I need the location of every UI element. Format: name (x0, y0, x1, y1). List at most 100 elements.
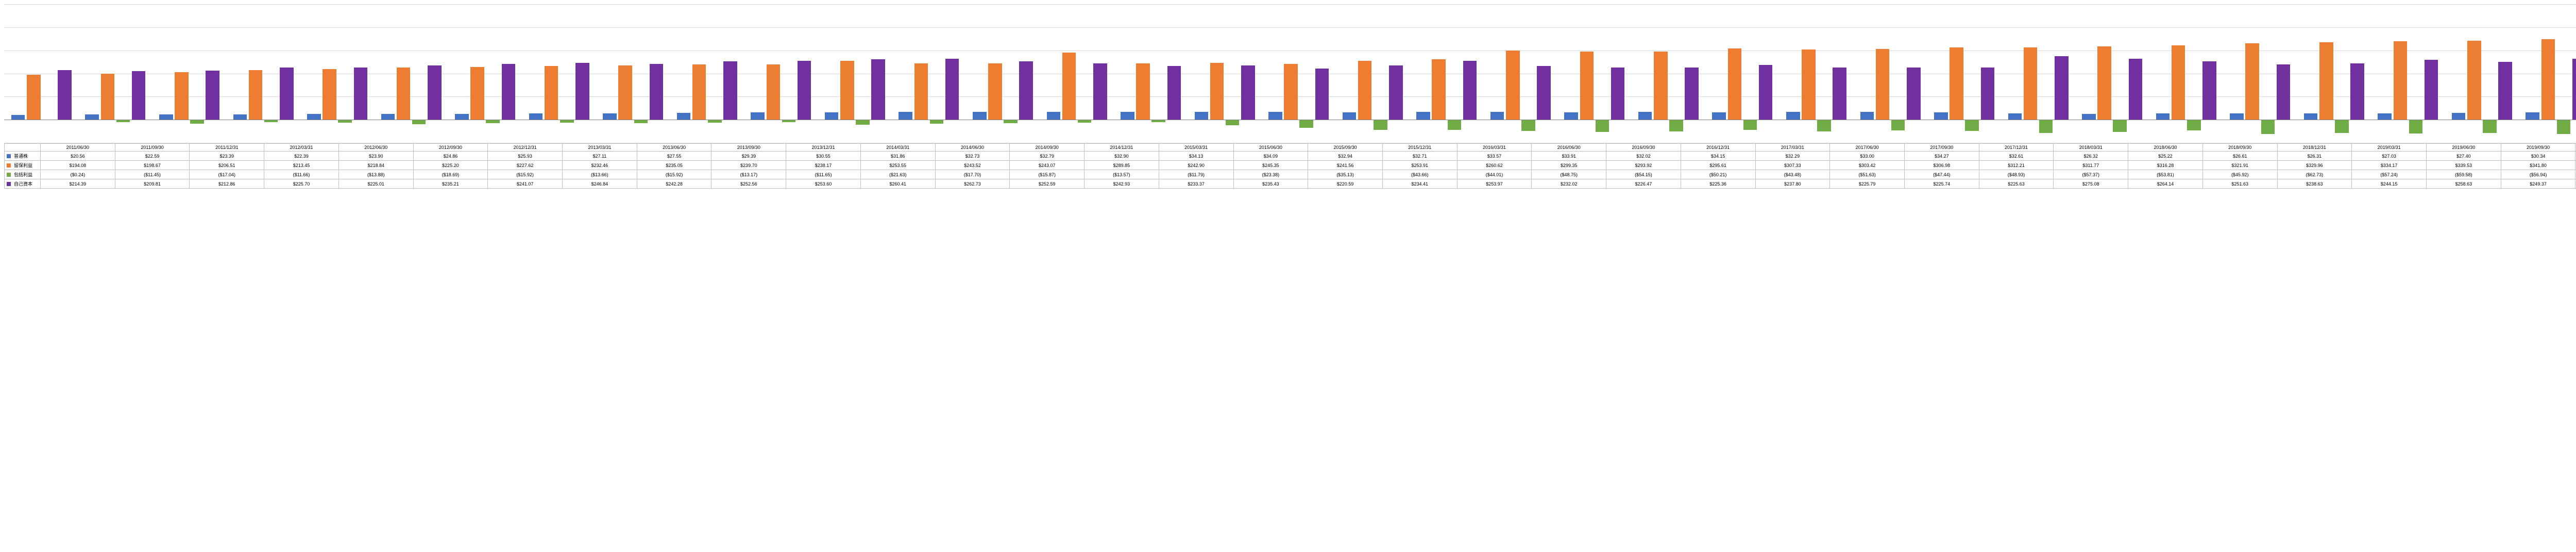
data-cell: $311.77 (2054, 161, 2128, 170)
row-label-cell: 留保利益 (5, 161, 41, 170)
bar-common_stock (307, 114, 321, 120)
data-cell: $306.98 (1904, 161, 1979, 170)
data-cell: $341.80 (2501, 161, 2575, 170)
data-cell: $220.59 (1308, 179, 1383, 189)
bar-comprehensive (1448, 120, 1462, 130)
data-cell: ($11.45) (115, 170, 190, 179)
data-cell: $253.97 (1457, 179, 1532, 189)
bar-comprehensive (2557, 120, 2571, 134)
data-cell: $253.91 (1382, 161, 1457, 170)
period-col (1705, 4, 1780, 143)
bar-retained (397, 68, 411, 120)
table-header-row: 2011/06/302011/09/302011/12/312012/03/31… (5, 144, 2576, 152)
bar-equity (945, 59, 959, 120)
data-cell: $26.32 (2054, 152, 2128, 161)
data-cell: $293.92 (1606, 161, 1681, 170)
bar-equity (2129, 59, 2143, 120)
bar-common_stock (1047, 112, 1061, 120)
data-cell: $34.15 (1681, 152, 1755, 161)
period-header: 2019/09/30 (2501, 144, 2575, 152)
plot-region (4, 4, 2576, 143)
period-header: 2013/06/30 (637, 144, 711, 152)
data-cell: ($21.63) (860, 170, 935, 179)
data-cell: $27.03 (2352, 152, 2427, 161)
data-cell: $258.63 (2427, 179, 2501, 189)
data-cell: $33.57 (1457, 152, 1532, 161)
period-col (1927, 4, 2001, 143)
bar-comprehensive (1669, 120, 1683, 131)
bar-equity (280, 68, 294, 120)
period-col (596, 4, 670, 143)
bar-common_stock (2230, 113, 2244, 120)
bar-retained (1358, 61, 1372, 120)
bar-equity (1315, 69, 1329, 120)
period-header: 2011/09/30 (115, 144, 190, 152)
data-cell: ($62.73) (2277, 170, 2352, 179)
data-cell: $241.07 (488, 179, 563, 189)
data-cell: $252.56 (711, 179, 786, 189)
data-cell: ($44.01) (1457, 170, 1532, 179)
data-cell: $214.39 (41, 179, 115, 189)
data-cell: $25.22 (2128, 152, 2203, 161)
bar-common_stock (455, 114, 469, 120)
data-cell: $22.39 (264, 152, 339, 161)
bar-retained (545, 66, 558, 120)
bar-comprehensive (1226, 120, 1240, 125)
row-label-text: 自己資本 (14, 181, 32, 187)
data-cell: $264.14 (2128, 179, 2203, 189)
bar-equity (1833, 68, 1846, 120)
data-cell: $27.55 (637, 152, 711, 161)
bar-retained (1506, 51, 1520, 120)
bar-common_stock (603, 113, 617, 120)
bar-common_stock (1786, 112, 1800, 120)
bar-equity (1167, 66, 1181, 120)
bar-comprehensive (2483, 120, 2497, 133)
period-header: 2018/06/30 (2128, 144, 2203, 152)
data-cell: $198.67 (115, 161, 190, 170)
bar-comprehensive (1891, 120, 1905, 130)
bar-equity (575, 63, 589, 120)
bar-retained (249, 70, 263, 120)
period-col (965, 4, 1040, 143)
bar-common_stock (11, 115, 25, 120)
period-header: 2016/09/30 (1606, 144, 1681, 152)
data-cell: $34.13 (1159, 152, 1233, 161)
bar-equity (1907, 68, 1921, 120)
bar-retained (27, 75, 41, 120)
data-cell: $227.62 (488, 161, 563, 170)
data-cell: ($17.04) (190, 170, 264, 179)
row-label-text: 包括利益 (14, 172, 32, 177)
data-cell: $235.21 (413, 179, 488, 189)
period-header: 2011/12/31 (190, 144, 264, 152)
data-cell: ($43.48) (1755, 170, 1830, 179)
period-col (4, 4, 78, 143)
data-cell: ($13.88) (338, 170, 413, 179)
bar-equity (58, 70, 72, 120)
data-cell: ($15.92) (488, 170, 563, 179)
table-row: 留保利益$194.08$198.67$206.51$213.45$218.84$… (5, 161, 2576, 170)
period-header: 2011/06/30 (41, 144, 115, 152)
bar-retained (470, 67, 484, 120)
bar-common_stock (381, 114, 395, 120)
data-cell: ($53.81) (2128, 170, 2203, 179)
bar-comprehensive (1743, 120, 1757, 129)
data-cell: $303.42 (1830, 161, 1905, 170)
bar-comprehensive (486, 120, 500, 123)
data-cell: ($23.38) (1233, 170, 1308, 179)
period-header: 2017/09/30 (1904, 144, 1979, 152)
bar-equity (2350, 63, 2364, 120)
bar-comprehensive (2335, 120, 2349, 133)
bar-retained (2541, 39, 2555, 120)
data-cell: $29.39 (711, 152, 786, 161)
period-col (2149, 4, 2223, 143)
period-header: 2016/12/31 (1681, 144, 1755, 152)
period-header: 2016/03/31 (1457, 144, 1532, 152)
bar-equity (132, 71, 146, 120)
data-cell: ($13.17) (711, 170, 786, 179)
data-cell: $239.70 (711, 161, 786, 170)
bar-common_stock (2526, 112, 2539, 120)
bar-retained (2024, 47, 2038, 120)
bar-equity (354, 68, 368, 120)
period-header: 2018/09/30 (2202, 144, 2277, 152)
data-cell: $32.79 (1010, 152, 1084, 161)
